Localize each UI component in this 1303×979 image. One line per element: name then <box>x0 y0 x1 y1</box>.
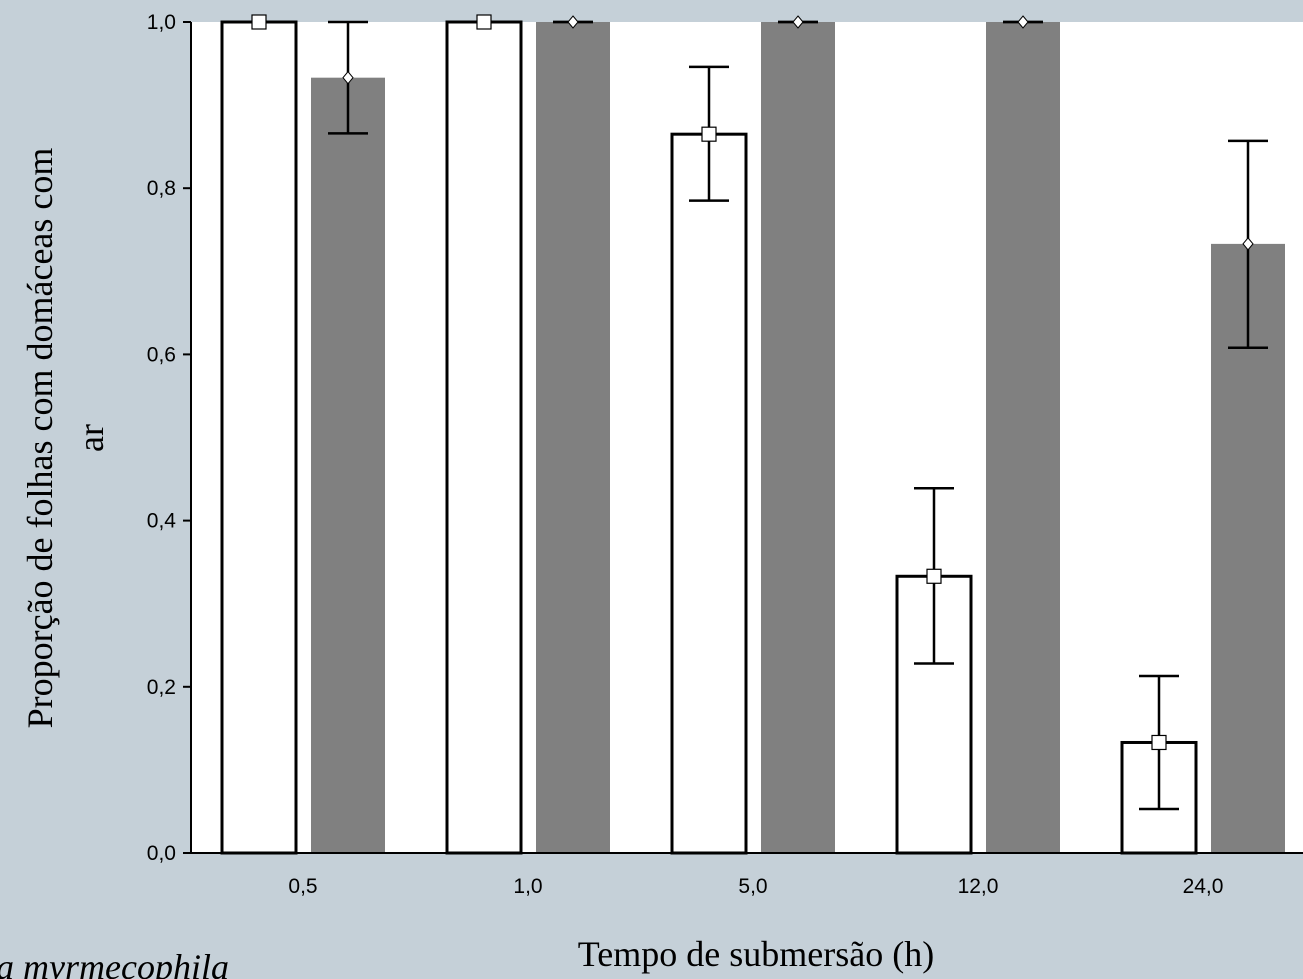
marker-square-5 <box>1151 734 1167 751</box>
x-tick-label-4: 12,0 <box>958 875 999 898</box>
error-bars-group <box>239 20 1268 811</box>
x-tick-label-5: 24,0 <box>1183 875 1224 898</box>
x-tick-labels: 0,5 1,0 5,0 12,0 24,0 <box>288 875 1223 898</box>
y-tick-labels: 0,0 0,2 0,4 0,6 0,8 1,0 <box>147 11 177 865</box>
marker-square-2 <box>476 14 492 30</box>
bar-gray-3 <box>761 22 835 853</box>
y-tick-label-1: 0,0 <box>147 842 176 865</box>
y-tick-label-5: 0,8 <box>147 177 176 200</box>
caption-fragment: la myrmecophila <box>0 947 229 979</box>
bar-gray-2 <box>536 22 610 853</box>
y-tick-label-2: 0,2 <box>147 676 176 699</box>
y-axis-title-line1: Proporção de folhas com domáceas com <box>20 148 60 729</box>
marker-diamond-3 <box>792 15 804 29</box>
bar-gray-1 <box>311 77 385 853</box>
x-tick-label-2: 1,0 <box>513 875 542 898</box>
x-tick-label-3: 5,0 <box>738 875 767 898</box>
marker-diamond-5 <box>1242 237 1254 251</box>
axes-group <box>183 21 1303 854</box>
marker-square-1 <box>251 14 267 30</box>
marker-diamond-2 <box>567 15 579 29</box>
marker-square-4 <box>926 568 942 584</box>
bar-white-1 <box>220 20 298 855</box>
x-axis-title: Tempo de submersão (h) <box>578 934 934 974</box>
y-tick-label-6: 1,0 <box>147 11 176 34</box>
marker-diamond-4 <box>1017 15 1029 29</box>
y-tick-label-3: 0,4 <box>147 510 177 533</box>
marker-diamond-1 <box>342 70 354 85</box>
y-axis-title-line2: ar <box>71 424 111 452</box>
bar-white-2 <box>445 20 523 855</box>
markers-group <box>251 14 1254 751</box>
marker-square-3 <box>701 126 717 142</box>
bar-gray-4 <box>986 22 1060 853</box>
x-tick-label-1: 0,5 <box>288 875 317 898</box>
bar-white-3 <box>670 132 748 855</box>
y-tick-label-4: 0,6 <box>147 343 176 366</box>
